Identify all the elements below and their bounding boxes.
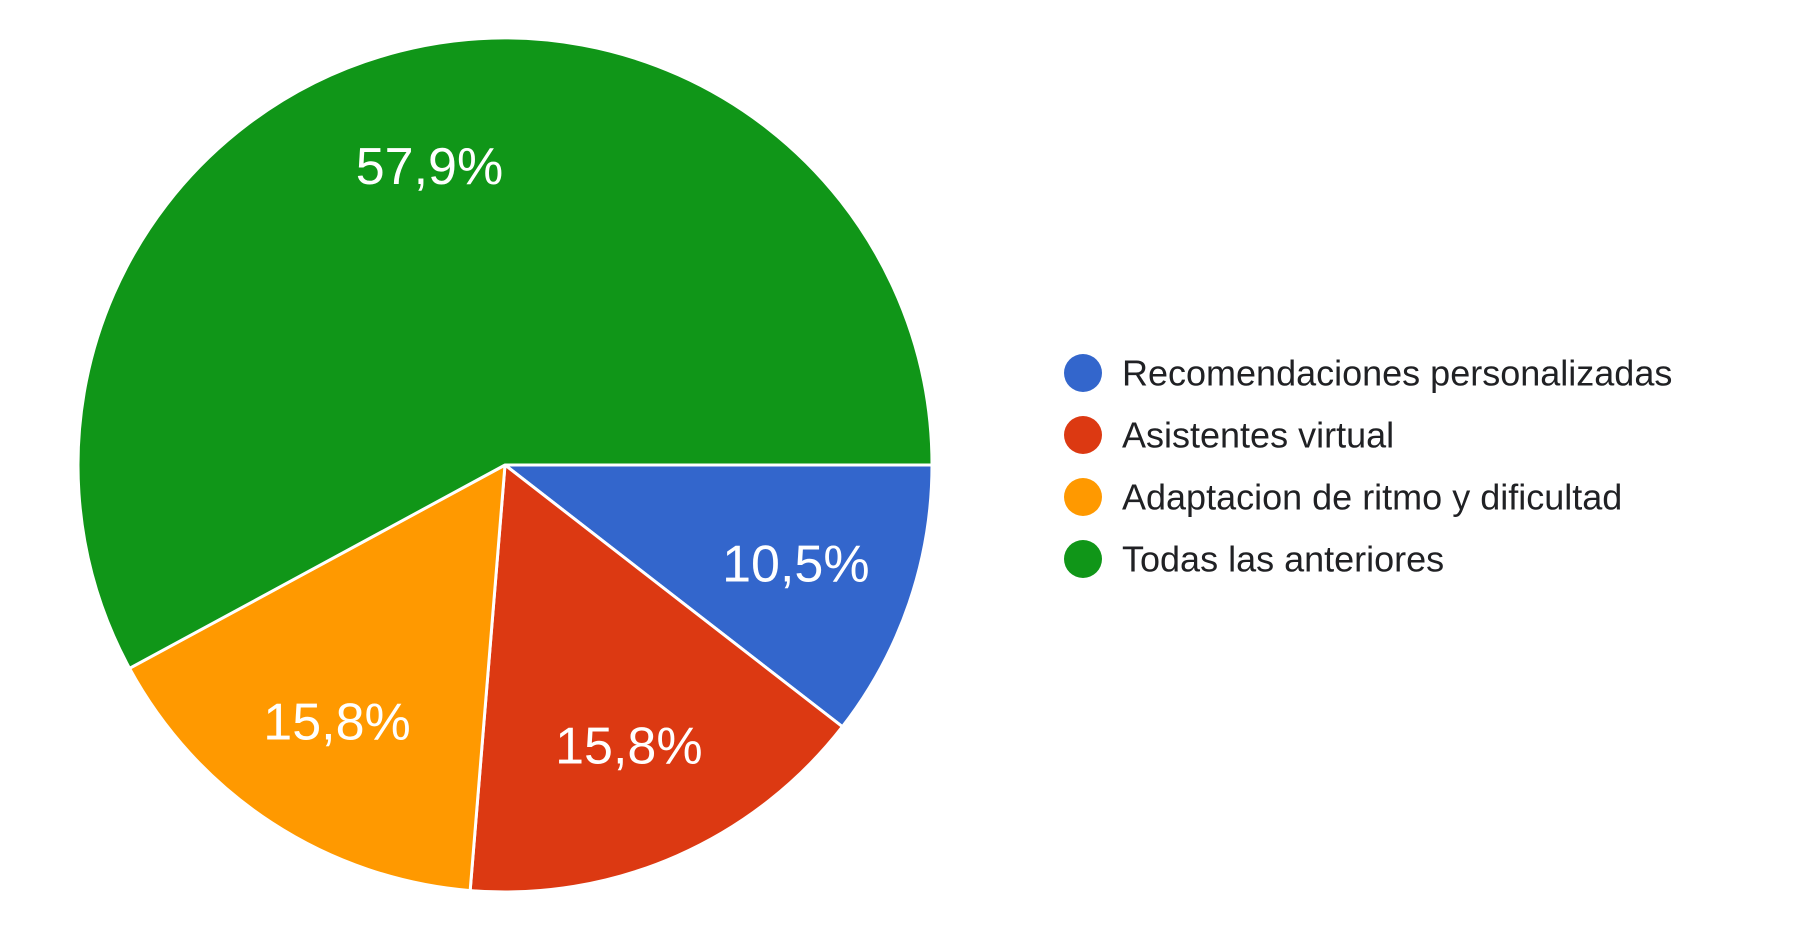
pie-slice-adaptacion-de-ritmo-y-dificultad bbox=[128, 463, 507, 893]
legend-swatch-adaptacion-de-ritmo-y-dificultad bbox=[1064, 478, 1102, 516]
legend-swatch-asistentes-virtual bbox=[1064, 416, 1102, 454]
legend-label-todas-las-anteriores: Todas las anteriores bbox=[1122, 539, 1444, 580]
legend-item-todas-las-anteriores: Todas las anteriores bbox=[1064, 539, 1444, 580]
legend-swatch-recomendaciones-personalizadas bbox=[1064, 354, 1102, 392]
pie-slice-asistentes-virtual bbox=[468, 463, 844, 894]
pie-slices bbox=[76, 36, 934, 894]
legend-label-asistentes-virtual: Asistentes virtual bbox=[1122, 415, 1394, 456]
legend-swatch-todas-las-anteriores bbox=[1064, 540, 1102, 578]
legend-item-adaptacion-de-ritmo-y-dificultad: Adaptacion de ritmo y dificultad bbox=[1064, 477, 1622, 518]
slice-label-asistentes-virtual: 15,8% bbox=[555, 717, 702, 775]
slice-label-recomendaciones-personalizadas: 10,5% bbox=[722, 536, 869, 594]
legend-label-adaptacion-de-ritmo-y-dificultad: Adaptacion de ritmo y dificultad bbox=[1122, 477, 1622, 518]
slice-label-adaptacion-de-ritmo-y-dificultad: 15,8% bbox=[263, 693, 410, 751]
legend-item-asistentes-virtual: Asistentes virtual bbox=[1064, 415, 1394, 456]
pie-slice-todas-las-anteriores bbox=[76, 36, 934, 670]
pie-slice-labels: 10,5% 15,8% 15,8% 57,9% bbox=[263, 138, 869, 775]
pie-slice-recomendaciones-personalizadas bbox=[503, 463, 934, 729]
legend-label-recomendaciones-personalizadas: Recomendaciones personalizadas bbox=[1122, 353, 1672, 394]
legend: Recomendaciones personalizadas Asistentes… bbox=[1064, 353, 1672, 580]
slice-label-todas-las-anteriores: 57,9% bbox=[356, 138, 503, 196]
legend-item-recomendaciones-personalizadas: Recomendaciones personalizadas bbox=[1064, 353, 1672, 394]
